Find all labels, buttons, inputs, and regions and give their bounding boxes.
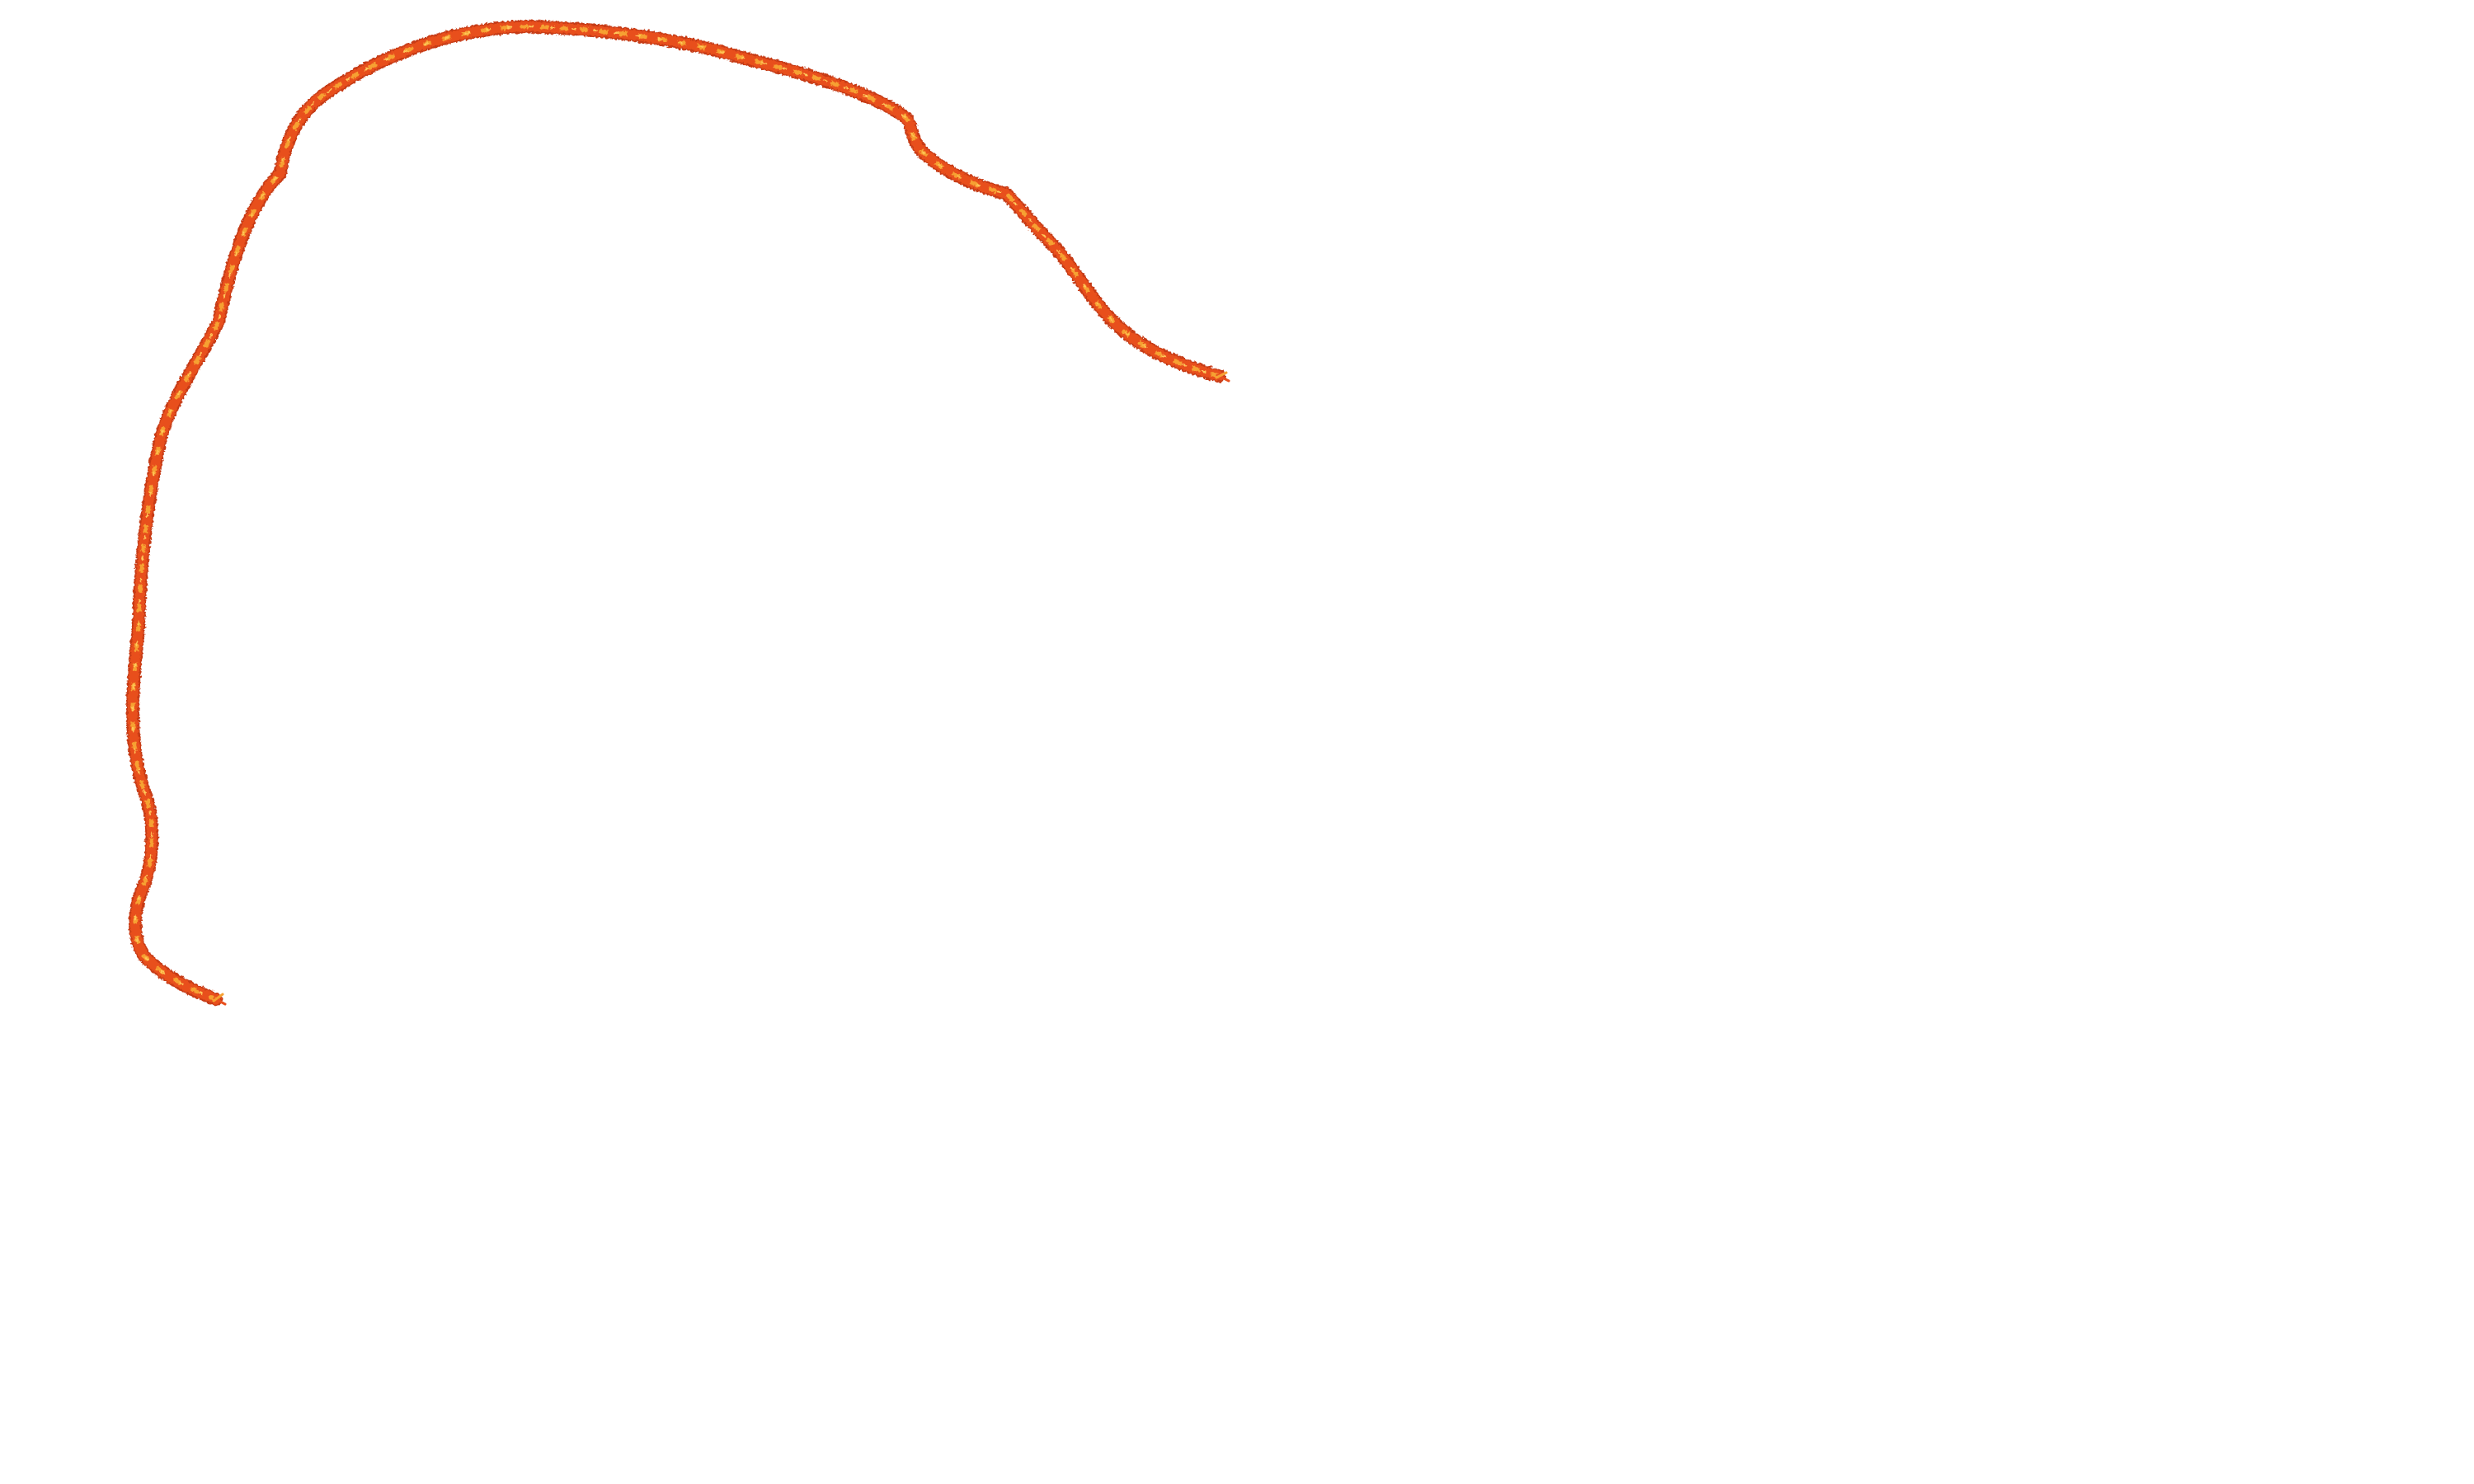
thread-twist-highlight: [130, 24, 1220, 1002]
thread-end-left: [212, 993, 227, 1006]
thread-shadow: [125, 20, 1225, 1006]
thread-fiber-strands: [131, 26, 1220, 1000]
thread-body: [127, 21, 1224, 1004]
thread-end-right: [1215, 371, 1230, 383]
